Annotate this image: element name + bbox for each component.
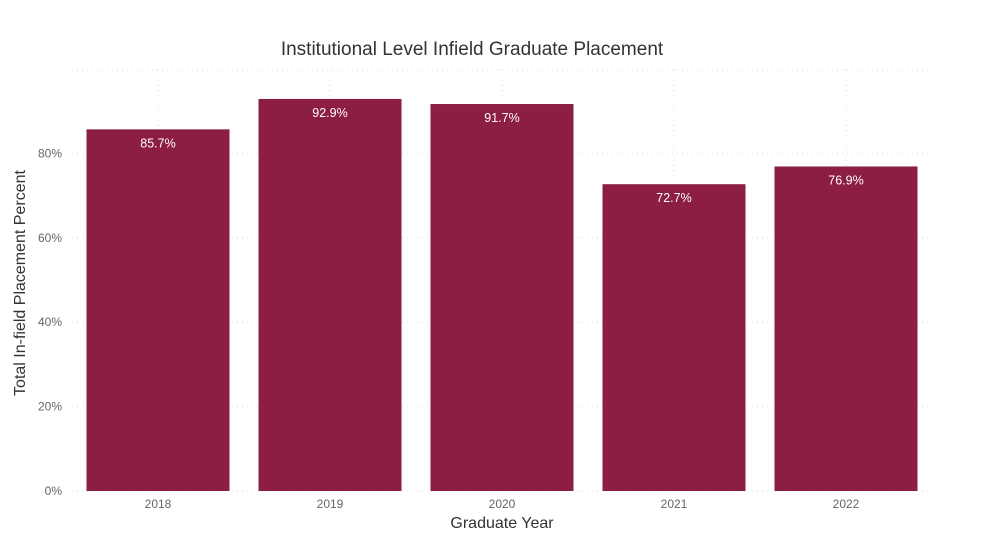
y-tick-label: 60%	[38, 231, 62, 245]
bar-2022	[774, 166, 918, 491]
bar-2021	[602, 184, 746, 491]
x-tick-label: 2020	[489, 497, 516, 511]
bar-labels-layer: 85.7% 92.9% 91.7% 72.7% 76.9%	[140, 106, 863, 205]
x-axis-ticks: 2018 2019 2020 2021 2022	[145, 497, 860, 511]
y-axis-ticks: 0% 20% 40% 60% 80%	[38, 146, 62, 498]
bar-value-label: 76.9%	[828, 173, 863, 187]
y-tick-label: 80%	[38, 146, 62, 160]
bar-value-label: 91.7%	[484, 111, 519, 125]
chart-title: Institutional Level Infield Graduate Pla…	[281, 39, 664, 60]
bar-2018	[86, 129, 230, 491]
x-tick-label: 2018	[145, 497, 172, 511]
x-tick-label: 2021	[661, 497, 688, 511]
bar-value-label: 92.9%	[312, 106, 347, 120]
y-tick-label: 20%	[38, 400, 62, 414]
bar-2019	[258, 98, 402, 491]
bars-layer	[86, 98, 918, 491]
y-axis-title: Total In-field Placement Percent	[12, 170, 29, 396]
y-tick-label: 0%	[45, 484, 63, 498]
x-axis-title: Graduate Year	[450, 515, 554, 532]
bar-value-label: 72.7%	[656, 191, 691, 205]
x-tick-label: 2019	[317, 497, 344, 511]
x-tick-label: 2022	[833, 497, 860, 511]
y-tick-label: 40%	[38, 315, 62, 329]
bar-2020	[430, 104, 574, 491]
bar-value-label: 85.7%	[140, 136, 175, 150]
